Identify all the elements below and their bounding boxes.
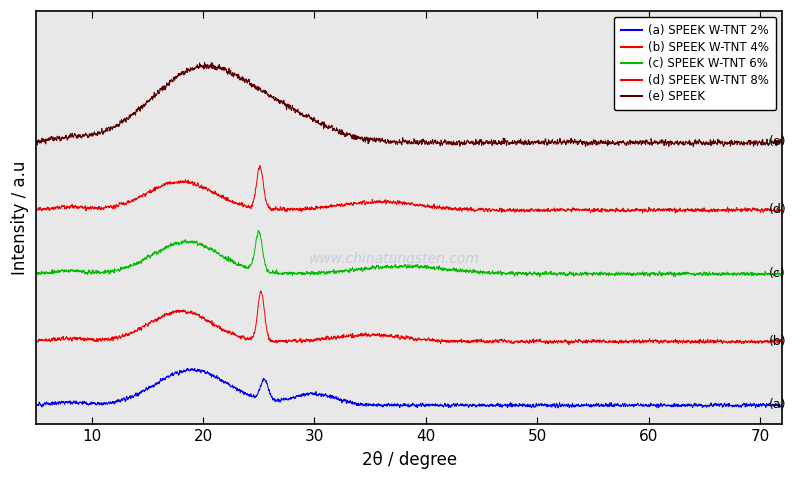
X-axis label: 2θ / degree: 2θ / degree — [362, 451, 457, 469]
Text: (d): (d) — [769, 203, 786, 216]
Text: (e): (e) — [769, 135, 786, 148]
Legend: (a) SPEEK W-TNT 2%, (b) SPEEK W-TNT 4%, (c) SPEEK W-TNT 6%, (d) SPEEK W-TNT 8%, : (a) SPEEK W-TNT 2%, (b) SPEEK W-TNT 4%, … — [614, 17, 776, 110]
Text: (b): (b) — [769, 336, 786, 348]
Text: (a): (a) — [769, 398, 786, 411]
Text: www.chinatungsten.com: www.chinatungsten.com — [309, 252, 480, 266]
Text: (c): (c) — [769, 267, 786, 280]
Y-axis label: Intensity / a.u: Intensity / a.u — [11, 160, 29, 275]
